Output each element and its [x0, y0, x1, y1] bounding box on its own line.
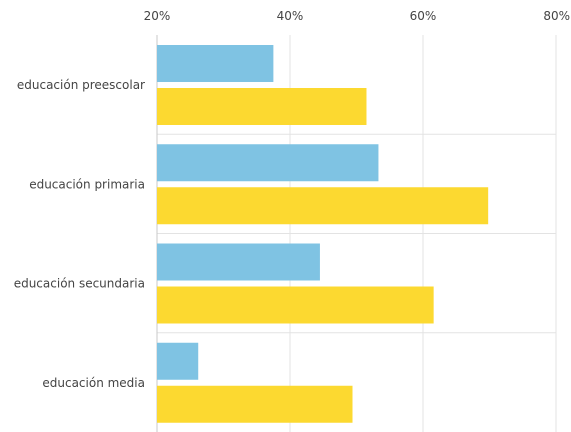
bar-series-2	[157, 385, 353, 423]
x-tick-label: 60%	[410, 9, 437, 23]
bar-series-2	[157, 187, 489, 225]
bar-series-1	[157, 243, 320, 281]
x-axis-ticks: 20% 40% 60% 80%	[144, 9, 570, 23]
bars	[157, 45, 489, 423]
bar-series-2	[157, 286, 434, 324]
bar-series-1	[157, 144, 379, 182]
bar-series-1	[157, 45, 274, 82]
x-tick-label: 20%	[144, 9, 171, 23]
y-axis-categories: educación preescolar educación primaria ed…	[14, 78, 145, 390]
category-label: educación media	[42, 376, 145, 390]
x-tick-label: 80%	[543, 9, 570, 23]
bar-series-1	[157, 342, 199, 380]
x-tick-label: 40%	[277, 9, 304, 23]
bar-series-2	[157, 88, 367, 125]
category-label: educación preescolar	[17, 78, 145, 92]
category-label: educación primaria	[29, 177, 145, 191]
category-label: educación secundaria	[14, 277, 145, 291]
